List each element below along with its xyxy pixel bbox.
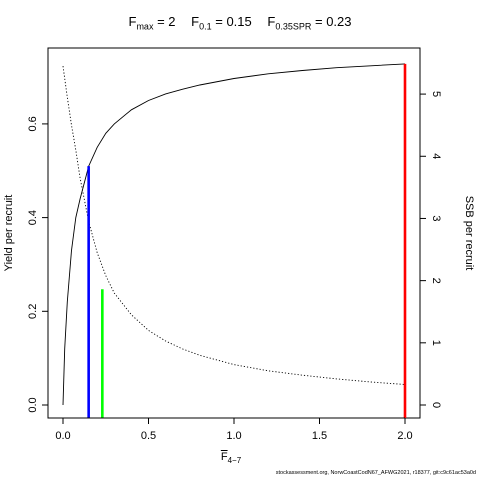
x-tick-label: 2.0 [397, 430, 412, 442]
y-right-tick-label: 4 [430, 153, 442, 159]
plot-frame [47, 47, 421, 419]
y-axis-label-left: Yield per recruit [3, 195, 15, 272]
reference-lines [87, 63, 407, 418]
series-layer [62, 63, 406, 406]
x-tick-label: 1.5 [312, 430, 327, 442]
y-left-tick-label: 0.0 [27, 397, 39, 412]
y-left-tick-label: 0.2 [27, 304, 39, 319]
x-tick-label: 1.0 [226, 430, 241, 442]
title-term-f035spr: F0.35SPR = 0.23 [267, 14, 352, 32]
y-right-tick-label: 0 [430, 402, 442, 408]
x-axis-label: F4−7 [220, 451, 242, 466]
y-left-tick-label: 0.6 [27, 116, 39, 131]
ssb-per-recruit-line [62, 66, 406, 385]
title-term-fmax: Fmax = 2 [128, 14, 176, 32]
y-right-tick-label: 2 [430, 278, 442, 284]
title-term-f01: F0.1 = 0.15 [191, 14, 252, 32]
chart-title: Fmax = 2 F0.1 = 0.15 F0.35SPR = 0.23 [0, 14, 480, 32]
y-left-tick-label: 0.4 [27, 210, 39, 225]
yield-per-recruit-line [62, 63, 406, 406]
x-tick-label: 0.0 [55, 430, 70, 442]
y-axis-label-right: SSB per recruit [463, 196, 475, 271]
y-right-tick-label: 5 [430, 91, 442, 97]
y-right-tick-label: 1 [430, 340, 442, 346]
x-tick-label: 0.5 [141, 430, 156, 442]
axes: 0.0 0.5 1.0 1.5 2.0 0.0 0.2 0.4 0.6 0 1 2 3 4 5 [27, 91, 442, 442]
y-right-tick-label: 3 [430, 215, 442, 221]
footer-source: stockassessment.org, NorwCoastCodN67_AFW… [275, 470, 476, 476]
